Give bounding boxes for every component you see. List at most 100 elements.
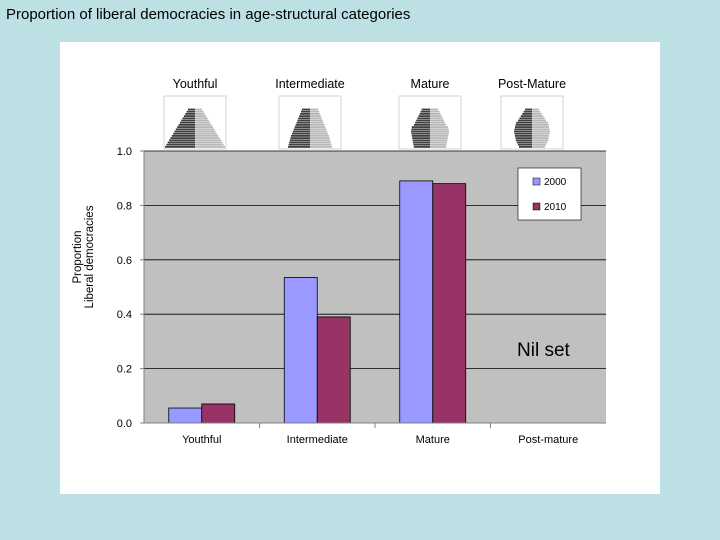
- population-pyramid-intermediate: [278, 95, 342, 150]
- pyramid-bar-female: [430, 139, 448, 142]
- pyramid-bar-male: [297, 119, 310, 122]
- pyramid-bar-male: [412, 139, 430, 142]
- legend-box: [517, 167, 582, 221]
- pyramid-bar-male: [515, 137, 532, 139]
- pyramid-bar-male: [178, 124, 195, 126]
- pyramid-bar-male: [186, 110, 195, 113]
- legend-swatch-2000: [532, 177, 541, 186]
- pyramid-bar-female: [195, 126, 213, 128]
- pyramid-label-2: Mature: [411, 77, 450, 91]
- pyramid-bar-male: [515, 126, 532, 128]
- pyramid-bar-male: [181, 119, 195, 122]
- pyramid-bar-female: [195, 119, 209, 122]
- slide-title: Proportion of liberal democracies in age…: [6, 6, 411, 23]
- pyramid-bar-female: [532, 124, 549, 126]
- y-ticks: 0.0 0.2 0.4 0.6 0.8 1.0: [117, 146, 144, 430]
- pyramid-bar-male: [296, 121, 310, 124]
- pyramid-bar-female: [532, 115, 544, 117]
- pyramid-bar-female: [310, 108, 319, 111]
- pyramid-bar-male: [519, 117, 532, 120]
- y-tick-label: 0.4: [117, 309, 132, 321]
- pyramid-bar-male: [167, 141, 195, 144]
- pyramid-bar-male: [516, 141, 532, 144]
- y-tick-label: 0.0: [117, 418, 132, 430]
- pyramid-bar-female: [430, 137, 448, 139]
- bar-intermediate-2010: [316, 316, 351, 424]
- y-axis-title-line-1: Proportion: [72, 230, 84, 283]
- pyramid-bar-male: [298, 117, 310, 120]
- pyramid-group: Youthful Intermediate Mature Post-Mature: [163, 77, 566, 150]
- pyramid-bar-male: [173, 132, 195, 135]
- pyramid-bar-male: [411, 132, 430, 135]
- pyramid-bar-male: [290, 137, 310, 139]
- pyramid-bar-male: [516, 121, 532, 124]
- pyramid-bar-female: [532, 110, 541, 113]
- y-tick-label: 1.0: [117, 146, 132, 158]
- pyramid-bar-female: [195, 135, 219, 137]
- bar-intermediate-2000: [283, 277, 318, 424]
- pyramid-bar-female: [532, 126, 549, 128]
- pyramid-bar-male: [171, 135, 195, 137]
- pyramid-bar-male: [420, 110, 430, 113]
- pyramid-bar-male: [520, 115, 532, 117]
- pyramid-bar-male: [169, 139, 195, 142]
- chart-svg: Youthful Intermediate Mature Post-Mature 0.…: [72, 77, 606, 446]
- pyramid-bar-female: [310, 141, 331, 144]
- pyramid-bar-male: [416, 119, 430, 122]
- population-pyramid-post-mature: [500, 95, 564, 150]
- pyramid-bar-male: [517, 143, 532, 146]
- pyramid-bar-female: [430, 115, 442, 117]
- pyramid-bar-female: [532, 132, 550, 135]
- pyramid-bar-male: [417, 117, 430, 120]
- pyramid-bar-female: [195, 128, 215, 131]
- pyramid-bar-female: [430, 141, 447, 144]
- bar-mature-2010: [432, 183, 467, 424]
- pyramid-bar-female: [195, 110, 204, 113]
- pyramid-label-3: Post-Mature: [498, 77, 566, 91]
- pyramid-bar-female: [532, 117, 545, 120]
- pyramid-bar-female: [430, 146, 447, 148]
- y-tick-label: 0.2: [117, 364, 132, 376]
- pyramid-bar-male: [288, 146, 310, 148]
- pyramid-bar-male: [292, 132, 310, 135]
- pyramid-bar-female: [430, 124, 446, 126]
- pyramid-bar-male: [170, 137, 195, 139]
- pyramid-bar-male: [187, 108, 195, 111]
- pyramid-bar-female: [532, 121, 548, 124]
- pyramid-bar-male: [522, 113, 532, 115]
- pyramid-bar-male: [413, 143, 430, 146]
- bars-group: [168, 180, 467, 424]
- legend-label-2010: 2010: [544, 202, 567, 213]
- pyramid-bar-male: [518, 119, 532, 122]
- pyramid-bar-male: [175, 128, 195, 131]
- pyramid-bar-male: [415, 121, 430, 124]
- pyramid-bar-female: [430, 135, 449, 137]
- y-tick-label: 0.8: [117, 200, 132, 212]
- pyramid-bar-male: [411, 135, 430, 137]
- pyramid-bar-female: [195, 121, 211, 124]
- pyramid-bar-male: [291, 135, 310, 137]
- legend-swatch-2010: [532, 202, 541, 211]
- pyramid-bar-female: [532, 146, 545, 148]
- legend: 2000 2010: [517, 167, 582, 221]
- bar-mature-2000: [399, 180, 434, 424]
- bar-youthful-2010: [201, 403, 236, 424]
- pyramid-bar-female: [310, 121, 324, 124]
- pyramid-bar-female: [430, 110, 440, 113]
- pyramid-bar-female: [310, 132, 328, 135]
- pyramid-bar-female: [310, 124, 325, 126]
- pyramid-bar-female: [195, 143, 224, 146]
- pyramid-bar-female: [532, 108, 539, 111]
- pyramid-bar-female: [532, 130, 550, 133]
- pyramid-bar-male: [294, 126, 310, 128]
- pyramid-bar-male: [301, 108, 310, 111]
- pyramid-bar-female: [195, 139, 221, 142]
- pyramid-label-0: Youthful: [173, 77, 218, 91]
- pyramid-bar-male: [515, 135, 532, 137]
- pyramid-bar-male: [525, 108, 532, 111]
- pyramid-bar-male: [519, 146, 532, 148]
- pyramid-bar-female: [310, 117, 322, 120]
- pyramid-bar-male: [421, 108, 430, 111]
- pyramid-bar-female: [310, 139, 331, 142]
- pyramid-bar-female: [430, 108, 439, 111]
